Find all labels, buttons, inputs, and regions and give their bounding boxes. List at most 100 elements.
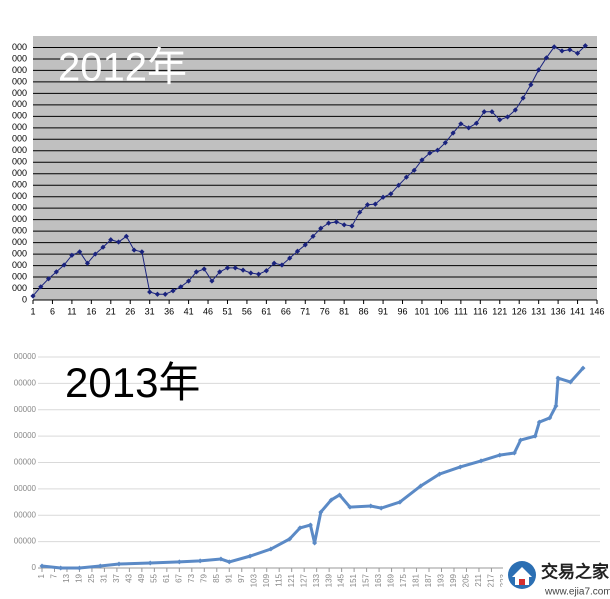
x-tick-label: 96 (398, 306, 408, 316)
x-tick-label: 169 (387, 573, 396, 587)
chart-title: 2013年 (65, 359, 200, 406)
data-point (240, 267, 246, 273)
data-point (520, 95, 526, 101)
data-point (559, 48, 565, 54)
x-tick-label: 126 (512, 306, 527, 316)
y-tick-label: 000 (12, 248, 27, 258)
data-point (396, 182, 402, 188)
data-point (504, 114, 511, 120)
x-tick-label: 91 (224, 573, 233, 582)
y-tick-label: 0 (22, 294, 27, 304)
x-tick-label: 97 (237, 573, 246, 582)
data-point (434, 147, 441, 153)
x-tick-label: 41 (184, 306, 194, 316)
data-point (193, 269, 199, 275)
data-point (247, 553, 253, 559)
y-tick-label: 00000 (14, 484, 37, 493)
x-tick-label: 101 (414, 306, 429, 316)
data-point (388, 191, 394, 197)
data-point (123, 233, 129, 239)
data-point (328, 497, 334, 503)
y-tick-label: 000 (12, 271, 27, 281)
x-tick-label: 46 (203, 306, 213, 316)
x-tick-label: 37 (112, 573, 121, 582)
data-point (92, 251, 98, 257)
data-point (466, 125, 472, 131)
data-point (574, 50, 581, 56)
x-tick-label: 106 (434, 306, 449, 316)
x-tick-label: 146 (589, 306, 604, 316)
data-point (436, 471, 442, 477)
data-point (302, 242, 308, 248)
data-point (201, 266, 207, 272)
data-point (197, 558, 203, 564)
x-tick-label: 86 (359, 306, 369, 316)
y-tick-label: 000 (12, 53, 27, 63)
y-tick-label: 000 (12, 42, 27, 52)
data-point (162, 291, 168, 297)
data-point (518, 437, 524, 443)
data-point (333, 219, 339, 225)
x-tick-label: 61 (162, 573, 171, 582)
data-point (532, 433, 538, 439)
data-point (256, 271, 262, 277)
data-point (528, 82, 534, 88)
logo-house (512, 567, 532, 585)
data-point (536, 419, 542, 425)
data-point (84, 260, 91, 266)
data-point (100, 244, 106, 250)
x-tick-label: 131 (531, 306, 546, 316)
data-point (279, 262, 285, 268)
x-tick-label: 66 (281, 306, 291, 316)
data-point (497, 117, 503, 123)
data-point (536, 67, 542, 73)
data-point (178, 284, 184, 290)
x-tick-label: 21 (106, 306, 116, 316)
data-point (224, 265, 231, 271)
data-point (108, 237, 114, 243)
y-tick-label: 000 (12, 65, 27, 75)
x-tick-label: 71 (300, 306, 310, 316)
x-tick-label: 109 (262, 573, 271, 587)
x-tick-label: 157 (362, 573, 371, 587)
x-tick-label: 49 (137, 573, 146, 582)
watermark: 交易之家 www.ejia7.com (503, 556, 610, 599)
data-point (378, 505, 384, 511)
y-tick-label: 000 (12, 191, 27, 201)
x-tick-label: 139 (324, 573, 333, 587)
data-point (312, 540, 318, 546)
y-tick-label: 000 (12, 145, 27, 155)
data-point (543, 55, 550, 61)
data-point (403, 174, 410, 180)
x-tick-label: 1 (30, 306, 35, 316)
y-tick-label: 000 (12, 76, 27, 86)
data-point (147, 560, 153, 566)
data-point (294, 248, 301, 254)
x-tick-label: 1 (37, 573, 46, 578)
x-tick-label: 145 (337, 573, 346, 587)
x-tick-label: 26 (125, 306, 135, 316)
data-point (582, 43, 588, 49)
data-point (218, 556, 224, 562)
x-tick-label: 116 (473, 306, 487, 316)
data-point (232, 265, 238, 271)
data-point (116, 561, 122, 567)
data-point (287, 255, 293, 261)
y-tick-label: 000 (12, 157, 27, 167)
data-point (318, 509, 324, 515)
data-point (458, 121, 464, 127)
data-point (457, 464, 463, 470)
y-tick-label: 000 (12, 111, 27, 121)
x-tick-label: 19 (75, 573, 84, 582)
data-point (481, 109, 487, 115)
x-tick-label: 121 (492, 306, 507, 316)
data-point (69, 252, 75, 258)
x-tick-label: 91 (378, 306, 388, 316)
x-tick-label: 31 (100, 573, 109, 582)
y-tick-label: 000 (12, 88, 27, 98)
x-tick-label: 141 (570, 306, 585, 316)
data-point (263, 268, 269, 274)
x-tick-label: 56 (242, 306, 252, 316)
data-point (368, 503, 374, 509)
data-point (154, 291, 161, 297)
